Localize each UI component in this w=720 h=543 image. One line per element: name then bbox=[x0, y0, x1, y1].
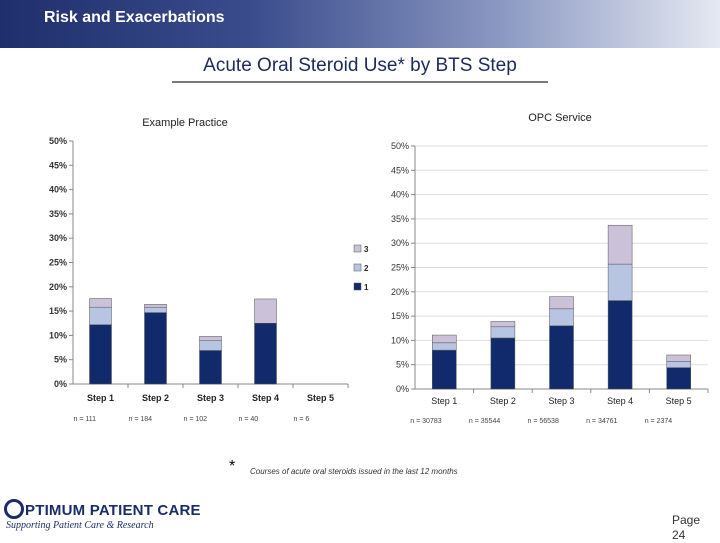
chart2-bar-segment bbox=[607, 300, 633, 390]
chart2-bar-segment bbox=[432, 334, 457, 344]
chart2-ytick-label: 35% bbox=[391, 214, 409, 224]
logo-tagline: Supporting Patient Care & Research bbox=[6, 520, 154, 531]
chart1-bar-segment bbox=[199, 350, 222, 385]
chart1-ytick-label: 20% bbox=[49, 282, 67, 292]
chart2-category-label: Step 5 bbox=[666, 396, 692, 406]
chart1-ytick-label: 40% bbox=[49, 185, 67, 195]
chart2-category-label: Step 3 bbox=[548, 396, 574, 406]
chart1-category-label: Step 2 bbox=[142, 393, 169, 403]
chart1-n-label: n = 40 bbox=[239, 416, 259, 423]
chart1-n-label: n = 6 bbox=[294, 416, 310, 423]
chart2-ytick-label: 10% bbox=[391, 335, 409, 345]
chart1-category-label: Step 3 bbox=[197, 393, 224, 403]
chart2-ytick-label: 5% bbox=[396, 360, 409, 370]
chart2-bar-segment bbox=[549, 308, 574, 327]
chart1-ytick-label: 30% bbox=[49, 233, 67, 243]
chart2-bar-segment bbox=[432, 342, 457, 351]
chart2-ytick-label: 25% bbox=[391, 263, 409, 273]
chart2-ytick-label: 0% bbox=[396, 384, 409, 394]
chart2-bar-segment bbox=[666, 367, 691, 390]
chart1-legend-swatch bbox=[353, 244, 362, 253]
title-underline bbox=[172, 81, 548, 83]
chart1-bar-segment bbox=[144, 304, 167, 308]
chart1-category-label: Step 1 bbox=[87, 393, 114, 403]
chart1-ytick-label: 0% bbox=[54, 379, 67, 389]
chart2-ytick-label: 50% bbox=[391, 141, 409, 151]
chart1-bar-segment bbox=[254, 298, 277, 324]
chart2-bar-segment bbox=[666, 361, 691, 368]
chart2-ytick-label: 30% bbox=[391, 238, 409, 248]
chart2-category-label: Step 4 bbox=[607, 396, 633, 406]
chart1-ytick-label: 15% bbox=[49, 306, 67, 316]
footnote-text: Courses of acute oral steroids issued in… bbox=[250, 467, 458, 476]
chart2-ytick-label: 45% bbox=[391, 165, 409, 175]
header-title: Risk and Exacerbations bbox=[44, 9, 225, 26]
chart1-bar-segment bbox=[89, 324, 112, 385]
chart2-category-label: Step 1 bbox=[431, 396, 457, 406]
chart2-bar-segment bbox=[490, 337, 516, 390]
chart1-bar-segment bbox=[144, 306, 167, 313]
chart1-n-label: n = 184 bbox=[129, 416, 153, 423]
chart2-n-label: n = 34761 bbox=[586, 418, 617, 425]
chart1-n-label: n = 102 bbox=[184, 416, 208, 423]
chart2-bar-segment bbox=[607, 263, 633, 301]
chart2-bar-segment bbox=[549, 296, 574, 310]
chart1-ytick-label: 25% bbox=[49, 258, 67, 268]
company-logo: PTIMUM PATIENT CARE Supporting Patient C… bbox=[4, 496, 204, 538]
chart1-legend-swatch bbox=[353, 263, 362, 272]
logo-main-text: PTIMUM PATIENT CARE bbox=[25, 502, 201, 519]
chart1-ytick-label: 50% bbox=[49, 136, 67, 146]
chart2-bar-segment bbox=[490, 321, 516, 328]
chart2-n-label: n = 35544 bbox=[469, 418, 500, 425]
chart2-bar-segment bbox=[490, 326, 516, 339]
chart2-bar-segment bbox=[549, 325, 574, 390]
slide-title: Acute Oral Steroid Use* by BTS Step bbox=[203, 55, 517, 76]
logo-o-icon bbox=[4, 499, 24, 519]
chart2-bar-segment bbox=[666, 354, 691, 362]
footnote-star: * bbox=[229, 458, 236, 475]
chart1-bar-segment bbox=[199, 336, 222, 341]
page-value: 24 bbox=[672, 528, 686, 542]
header-bar: Risk and Exacerbations bbox=[0, 0, 720, 48]
chart1-ytick-label: 5% bbox=[54, 355, 67, 365]
chart1-bar-segment bbox=[89, 306, 112, 325]
chart2-ytick-label: 40% bbox=[391, 190, 409, 200]
page-number: Page 24 bbox=[672, 513, 708, 543]
chart2-ytick-label: 20% bbox=[391, 287, 409, 297]
chart1-n-label: n = 111 bbox=[74, 416, 97, 423]
chart2-title: OPC Service bbox=[528, 112, 592, 124]
chart2-n-label: n = 2374 bbox=[645, 418, 673, 425]
chart2-bar-segment bbox=[432, 349, 457, 390]
chart1-legend-label: 3 bbox=[364, 245, 369, 254]
chart1-category-label: Step 5 bbox=[307, 393, 334, 403]
chart1-ytick-label: 35% bbox=[49, 209, 67, 219]
chart1-bar-segment bbox=[144, 312, 167, 385]
page-label: Page bbox=[672, 513, 701, 527]
chart1-legend-label: 2 bbox=[364, 264, 369, 273]
chart1-title: Example Practice bbox=[142, 117, 228, 129]
chart2-category-label: Step 2 bbox=[490, 396, 516, 406]
chart1-legend-swatch bbox=[353, 282, 362, 291]
chart1-ytick-label: 10% bbox=[49, 330, 67, 340]
chart1-category-label: Step 4 bbox=[252, 393, 279, 403]
chart2-n-label: n = 56538 bbox=[528, 418, 559, 425]
chart1-bar-segment bbox=[199, 340, 222, 351]
logo-wordmark: PTIMUM PATIENT CARE bbox=[4, 499, 201, 519]
chart1-ytick-label: 45% bbox=[49, 160, 67, 170]
chart2-ytick-label: 15% bbox=[391, 311, 409, 321]
chart2-n-label: n = 30783 bbox=[410, 418, 441, 425]
chart1-bar-segment bbox=[254, 323, 277, 385]
chart2-bar-segment bbox=[607, 224, 633, 265]
chart1-legend-label: 1 bbox=[364, 283, 369, 292]
chart1-bar-segment bbox=[89, 298, 112, 308]
